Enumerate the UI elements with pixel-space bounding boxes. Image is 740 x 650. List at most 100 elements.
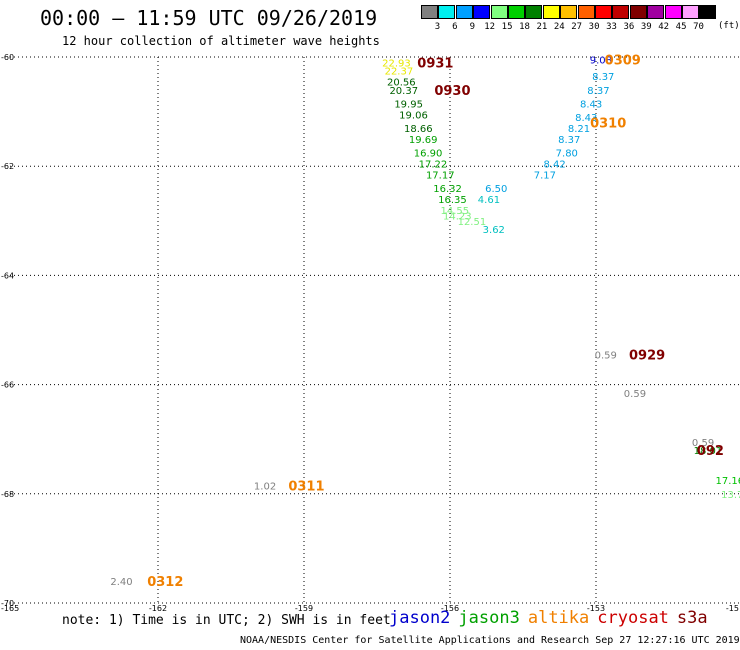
swh-value: 12.51: [458, 217, 487, 228]
color-swatch-label: 45: [675, 22, 687, 32]
pass-time-label: 0931: [417, 56, 453, 71]
color-swatch: [664, 5, 682, 19]
swh-value: 8.43: [580, 99, 602, 110]
footer-note: note: 1) Time is in UTC; 2) SWH is in fe…: [62, 613, 391, 628]
color-swatch-label: 39: [640, 22, 652, 32]
swh-value: 22.93: [382, 58, 411, 69]
satellite-legend-altika: altika: [527, 608, 590, 628]
color-swatch-label: 6: [452, 22, 458, 32]
swh-value: 17.22: [419, 159, 448, 170]
swh-value: 9.08: [590, 56, 612, 67]
color-swatch-label: 3: [434, 22, 441, 32]
color-swatch: [455, 5, 473, 19]
swh-value: 0.59: [595, 351, 617, 362]
pass-time-label: 0309: [605, 54, 641, 69]
swh-value: 19.69: [409, 135, 438, 146]
color-swatch-label: 36: [623, 22, 635, 32]
y-tick-label: -70: [1, 599, 14, 608]
x-tick-label: -156: [441, 604, 459, 613]
swh-value: 8.37: [558, 135, 580, 146]
pass-time-label: 0930: [434, 84, 470, 99]
y-tick-label: -68: [1, 490, 14, 499]
color-swatch: [490, 5, 508, 19]
color-swatch-label: 18: [519, 22, 530, 32]
satellite-legend-jason2: jason2: [389, 608, 451, 628]
swh-value: 20.56: [387, 78, 416, 89]
swh-value: 6.50: [485, 184, 507, 195]
color-swatch: [542, 5, 560, 19]
color-swatch: [473, 5, 491, 19]
chart-title: 00:00 – 11:59 UTC 09/26/2019: [40, 6, 378, 30]
swh-value: 22.37: [385, 67, 414, 78]
swh-value: 8.37: [587, 86, 609, 97]
y-tick-label: -64: [1, 271, 14, 280]
color-swatch-label: 9: [469, 22, 475, 32]
color-swatch: [560, 5, 578, 19]
swh-value: 2.40: [110, 577, 132, 588]
x-tick-label: -15: [726, 604, 739, 613]
satellite-legend-cryosat: cryosat: [597, 608, 669, 628]
satellite-legend-jason3: jason3: [458, 608, 520, 628]
swh-value: 17.17: [426, 170, 455, 181]
chart-subtitle: 12 hour collection of altimeter wave hei…: [62, 34, 380, 48]
swh-value: 19.06: [399, 110, 428, 121]
color-swatch: [612, 5, 630, 19]
color-swatch: [438, 5, 456, 19]
satellite-legend: jason2 jason3 altika cryosat s3a: [389, 608, 716, 628]
swh-value: 7.80: [556, 149, 578, 160]
swh-value: 8.43: [575, 113, 597, 124]
swh-value: 8.37: [592, 72, 614, 83]
color-swatch-label: 30: [588, 22, 600, 32]
color-swatch-label: 70: [693, 22, 704, 32]
pass-time-label: 0311: [288, 480, 324, 495]
pass-time-label: 092: [697, 444, 724, 459]
swh-value: 19.95: [394, 99, 423, 110]
x-tick-label: -153: [587, 604, 605, 613]
pass-time-label: 0312: [147, 575, 183, 590]
y-tick-label: -62: [1, 162, 14, 171]
swh-value: 0.59: [624, 389, 646, 400]
swh-value: 13.7: [721, 490, 740, 501]
satellite-legend-s3a: s3a: [676, 608, 708, 628]
color-swatch-label: 24: [553, 22, 565, 32]
swh-value: 0.59: [692, 438, 714, 449]
swh-value: 14.23: [443, 211, 472, 222]
swh-value: 20.37: [389, 86, 418, 97]
color-swatch-label: 42: [658, 22, 670, 32]
x-tick-label: -162: [149, 604, 167, 613]
color-swatch-label: 12: [484, 22, 496, 32]
x-tick-label: -159: [295, 604, 313, 613]
swh-value: 14.55: [441, 206, 470, 217]
color-swatch: [595, 5, 612, 19]
color-swatch: [577, 5, 595, 19]
color-swatch: [525, 5, 543, 19]
pass-time-label: 0929: [629, 349, 665, 364]
color-swatch-label: 21: [536, 22, 548, 32]
color-swatch-label: 33: [606, 22, 617, 32]
swh-value: 7.17: [534, 170, 556, 181]
color-swatch: [421, 5, 438, 19]
color-swatch: [682, 5, 699, 19]
swh-value: 1.02: [254, 482, 276, 493]
swh-value: 18.01: [694, 446, 723, 457]
y-tick-label: -60: [1, 53, 14, 62]
swh-value: 16.35: [438, 195, 467, 206]
y-tick-label: -66: [1, 381, 14, 390]
color-swatch: [629, 5, 647, 19]
footer-credit: NOAA/NESDIS Center for Satellite Applica…: [240, 635, 740, 646]
swh-value: 17.16: [716, 476, 740, 487]
color-swatch-label: 15: [501, 22, 513, 32]
swh-value: 8.21: [568, 124, 590, 135]
color-swatch: [508, 5, 525, 19]
swh-value: 18.66: [404, 124, 433, 135]
swh-value: 3.62: [483, 225, 505, 236]
swh-value: 16.32: [433, 184, 462, 195]
color-swatch-label: 27: [571, 22, 583, 32]
x-tick-label: -165: [1, 604, 19, 613]
color-swatch: [699, 5, 717, 19]
pass-time-label: 0310: [590, 117, 626, 132]
color-swatch: [647, 5, 665, 19]
swh-value: 4.61: [478, 195, 500, 206]
swh-value: 16.90: [414, 149, 443, 160]
